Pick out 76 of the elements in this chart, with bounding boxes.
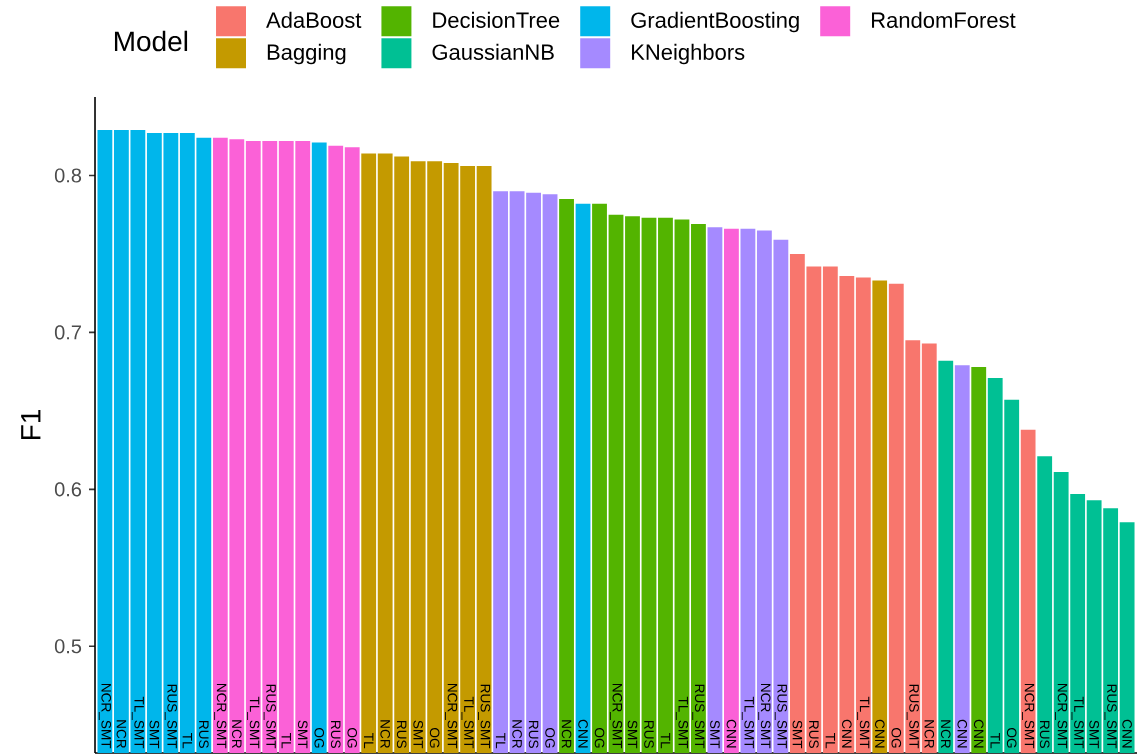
x-tick-label: NCR (116, 720, 127, 748)
x-tick-label: RUS (1039, 721, 1050, 748)
x-tick-label: TL (364, 733, 374, 749)
legend-title: Model (114, 30, 188, 52)
x-tick-label: RUS (396, 721, 407, 748)
x-tick-label: RUS_SMT (692, 684, 705, 749)
x-tick-label: RUS (199, 721, 209, 748)
x-tick-label: RUS_SMT (478, 684, 491, 749)
x-tick-label: OG (594, 728, 605, 748)
x-tick-label: TL_SMT (675, 696, 689, 749)
x-tick-label: CNN (578, 719, 588, 748)
x-tick-label: TL (990, 733, 1000, 749)
x-tick-label: TL (825, 733, 836, 749)
x-tick-label: NCR_SMT (98, 683, 112, 749)
x-tick-label: NCR (924, 720, 935, 748)
x-tick-label: NCR_SMT (758, 683, 771, 749)
legend-label: GradientBoosting (631, 11, 799, 33)
x-tick-label: TL_SMT (461, 696, 474, 749)
x-tick-label: TL (495, 733, 506, 749)
x-tick-label: OG (347, 728, 358, 748)
x-tick-label: TL_SMT (1071, 696, 1084, 749)
x-tick-label: SMT (413, 720, 423, 749)
x-tick-label: SMT (1089, 720, 1099, 749)
x-tick-label: NCR_SMT (214, 683, 227, 749)
x-tick-label: CNN (1122, 719, 1132, 748)
x-tick-label: NCR (561, 720, 572, 748)
x-tick-label: OG (891, 728, 902, 748)
x-tick-label: OG (314, 728, 325, 748)
legend-label: DecisionTree (433, 11, 560, 28)
x-tick-label: SMT (627, 720, 638, 749)
x-tick-label: RUS_SMT (774, 684, 787, 749)
x-tick-label: RUS_SMT (1104, 684, 1117, 749)
x-tick-label: RUS_SMT (164, 684, 177, 749)
legend-label: AdaBoost (266, 11, 362, 28)
legend-label: Bagging (267, 43, 346, 65)
x-tick-label: SMT (297, 720, 308, 749)
x-tick-label: OG (429, 728, 440, 748)
x-tick-label: NCR (512, 720, 522, 748)
x-tick-label: TL_SMT (131, 696, 144, 749)
x-tick-label: RUS_SMT (263, 684, 276, 749)
x-tick-label: NCR_SMT (1055, 683, 1068, 749)
legend-label: KNeighbors (632, 43, 745, 65)
legend-label: GaussianNB (432, 43, 554, 60)
x-tick-label: NCR_SMT (1022, 683, 1035, 749)
x-tick-label: SMT (710, 720, 720, 749)
x-tick-label: CNN (875, 719, 885, 748)
x-tick-label: CNN (973, 719, 984, 748)
legend-label: RandomForest (872, 11, 1016, 28)
x-tick-label: OG (1006, 728, 1017, 748)
x-tick-label: NCR_SMT (609, 683, 623, 749)
x-tick-label: TL_SMT (741, 696, 755, 749)
y-axis-title: F1 (21, 410, 41, 440)
x-tick-label: RUS (528, 721, 539, 748)
x-tick-label: NCR_SMT (445, 683, 458, 749)
x-tick-label: TL_SMT (857, 696, 870, 749)
x-tick-label: OG (545, 728, 555, 748)
x-tick-label: TL (281, 733, 291, 749)
y-tick-label: 0.5 (54, 639, 82, 654)
y-tick-label: 0.8 (54, 168, 82, 183)
x-tick-label: RUS (809, 721, 819, 748)
x-tick-label: CNN (957, 719, 968, 748)
y-tick-label: 0.6 (54, 482, 82, 497)
x-tick-label: CNN (842, 719, 852, 748)
x-tick-label: TL (182, 733, 193, 749)
x-tick-label: NCR (231, 720, 242, 748)
x-tick-label: NCR (380, 720, 391, 748)
y-tick-label: 0.7 (54, 325, 81, 340)
x-tick-label: NCR (940, 720, 951, 748)
x-tick-label: SMT (149, 720, 160, 749)
x-tick-label: RUS_SMT (906, 684, 919, 749)
x-tick-label: TL_SMT (247, 696, 260, 749)
x-tick-label: RUS (644, 721, 654, 748)
x-tick-label: TL (660, 733, 671, 749)
x-tick-label: CNN (726, 719, 737, 748)
x-tick-label: RUS (330, 721, 341, 748)
x-tick-label: SMT (792, 720, 803, 749)
